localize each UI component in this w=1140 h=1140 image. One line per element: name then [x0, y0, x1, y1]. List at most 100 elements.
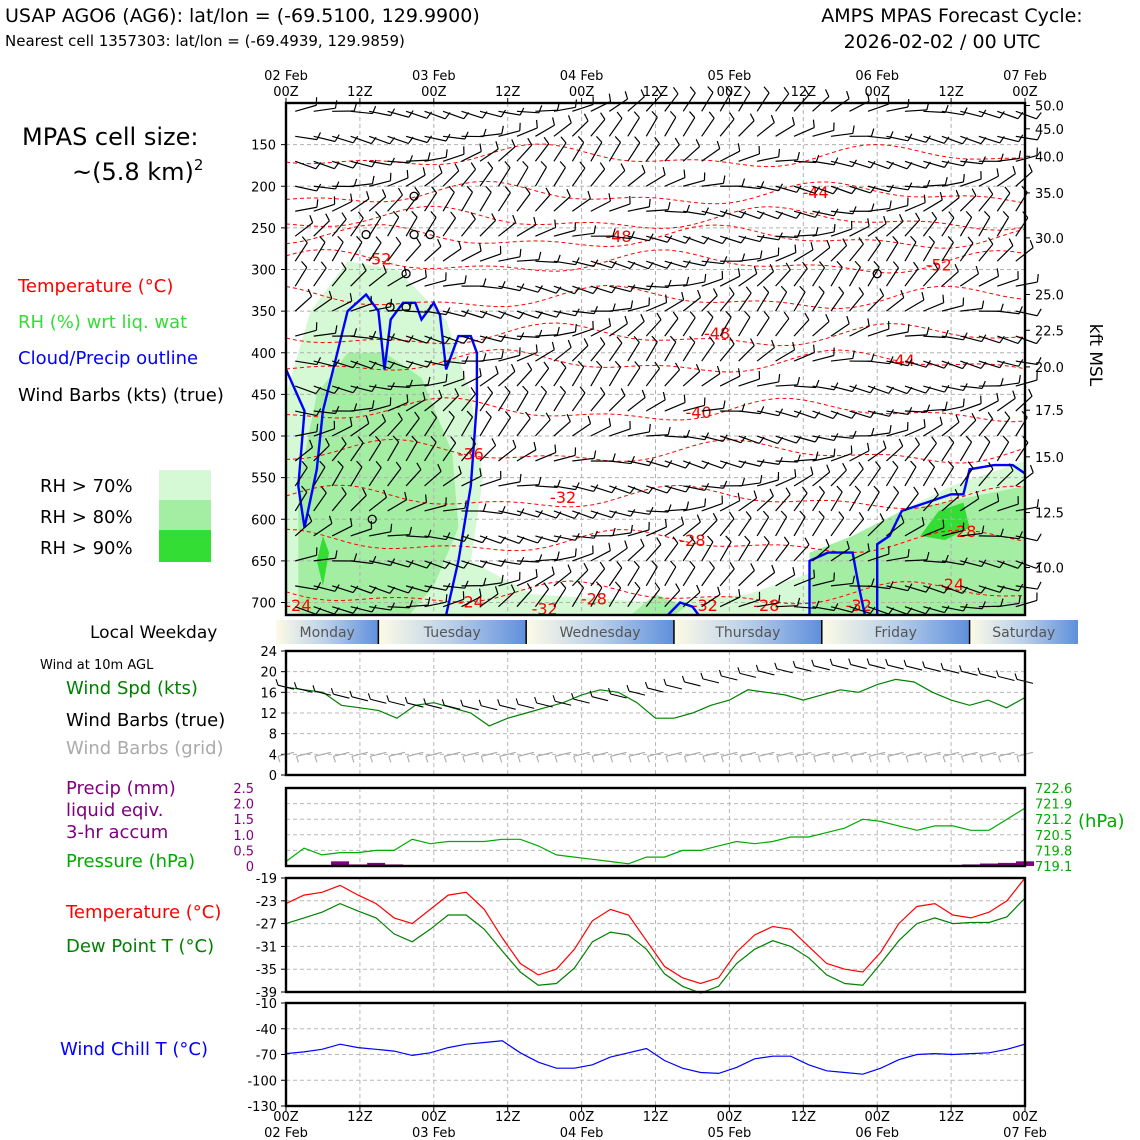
wind-barb-flag — [708, 336, 715, 344]
wind-barb-shaft — [627, 460, 650, 467]
weekday-name: Thursday — [714, 625, 780, 641]
wind-barb-shaft — [609, 203, 631, 212]
temperature-contour — [285, 580, 1026, 605]
wind-barb-shaft — [886, 556, 909, 562]
wind-barb-flag — [944, 605, 950, 613]
wind-barb-shaft — [608, 142, 622, 162]
wind-barb-shaft — [535, 310, 557, 318]
wind-barb-shaft — [923, 135, 945, 144]
wind-barb-shaft — [830, 385, 853, 393]
wind-barb-shaft — [313, 241, 326, 262]
wind-barb-flag — [445, 594, 448, 603]
wind-barb-flag — [334, 550, 338, 559]
wind-barb-shaft — [590, 285, 612, 294]
grid-barb-flag — [702, 756, 706, 763]
wind-barb-shaft — [664, 508, 687, 512]
wind-barb-flag — [738, 589, 741, 598]
precip-tick-label: 1.0 — [233, 829, 254, 844]
wind-barb-shaft — [590, 393, 606, 412]
panel-ytick-label: 12 — [260, 707, 277, 722]
wind-barb-shaft — [590, 510, 613, 519]
wind-barb-shaft — [812, 579, 835, 587]
surface-barb — [591, 696, 609, 702]
wind-barb-shaft — [498, 310, 520, 320]
wind-barb-shaft — [553, 106, 576, 112]
wind-barb-shaft — [313, 492, 327, 512]
wind-barb-shaft — [775, 124, 795, 137]
wind-barb-flag — [482, 577, 487, 586]
grid-barb-flag — [942, 756, 946, 763]
wind-barb-flag — [320, 486, 327, 494]
wind-barb-shaft — [313, 220, 330, 237]
wind-barb-shaft — [886, 429, 908, 437]
wind-barb-shaft — [294, 295, 312, 312]
rh90-swatch — [159, 530, 211, 562]
wind-barb-shaft — [830, 453, 852, 462]
wind-barb-shaft — [719, 500, 740, 512]
surface-barb — [702, 678, 720, 684]
grid-barb-flag — [554, 756, 558, 763]
grid-barb — [370, 751, 387, 757]
wind-barb-flag — [352, 585, 359, 593]
wind-barb-flag — [445, 373, 448, 382]
wind-barb-flag — [487, 386, 494, 394]
top-date-label: 04 Feb — [560, 69, 604, 84]
wind-barb-shaft — [460, 191, 474, 212]
wind-barb-shaft — [535, 109, 558, 112]
wind-barb-flag — [794, 244, 797, 253]
surface-barb-flag — [829, 658, 833, 666]
wind-barb-flag — [381, 413, 387, 422]
wind-barb-flag — [593, 306, 598, 314]
wind-barb-shaft — [424, 535, 447, 541]
wind-barb-shaft — [756, 185, 779, 192]
wind-barb-flag — [608, 93, 612, 102]
wind-barb-shaft — [849, 185, 871, 194]
wind-barb-shaft — [572, 198, 591, 212]
wind-barb-shaft — [405, 193, 420, 212]
dewpoint-line — [285, 897, 1026, 994]
wind-barb-shaft — [461, 443, 476, 462]
wind-barb-flag — [662, 391, 666, 400]
wind-barb-flag — [987, 411, 994, 420]
wind-barb-shaft — [535, 226, 556, 237]
wind-barb-shaft — [608, 98, 628, 112]
wind-barb-flag — [540, 385, 547, 393]
wind-barb-shaft — [738, 435, 760, 444]
wind-barb-shaft — [369, 160, 391, 166]
wind-barb-flag — [648, 423, 651, 432]
wind-barb-shaft — [922, 466, 936, 487]
wind-barb-shaft — [553, 260, 576, 266]
surface-barb-flag — [608, 687, 612, 695]
wind-barb-flag — [535, 569, 538, 578]
wind-barb-shaft — [590, 200, 611, 212]
wind-barb-shaft — [295, 554, 317, 562]
wind-barb-shaft — [885, 466, 899, 487]
wind-barb-shaft — [461, 150, 482, 162]
surface-barb-flag — [903, 659, 907, 667]
temperature-contour-label: -32 — [532, 599, 558, 618]
wind-barb-flag — [599, 561, 606, 570]
wind-barb-shaft — [941, 135, 963, 145]
wind-barb-flag — [870, 203, 875, 212]
weekday-name: Monday — [300, 625, 355, 641]
wind-barb-shaft — [812, 516, 825, 537]
wind-barb-flag — [921, 517, 925, 526]
wind-barb-flag — [762, 510, 770, 518]
wind-barb-flag — [593, 225, 597, 234]
wind-barb-shaft — [295, 206, 317, 212]
wind-barb-shaft — [664, 144, 680, 162]
wind-barb-flag — [641, 389, 646, 398]
wind-barb-flag — [500, 109, 507, 118]
wind-barb-shaft — [294, 491, 308, 512]
wind-barb-shaft — [775, 476, 796, 487]
wind-barb-shaft — [978, 468, 994, 487]
wind-barb-flag — [524, 186, 531, 194]
wind-barb-flag — [362, 488, 367, 496]
wind-barb-flag — [334, 325, 338, 334]
wind-barb-shaft — [332, 585, 354, 594]
wind-barb-shaft — [683, 179, 705, 187]
wind-barb-shaft — [775, 269, 791, 287]
wind-barb-flag — [422, 391, 426, 400]
wind-barb-flag — [404, 491, 408, 500]
wind-barb-shaft — [1015, 310, 1038, 317]
